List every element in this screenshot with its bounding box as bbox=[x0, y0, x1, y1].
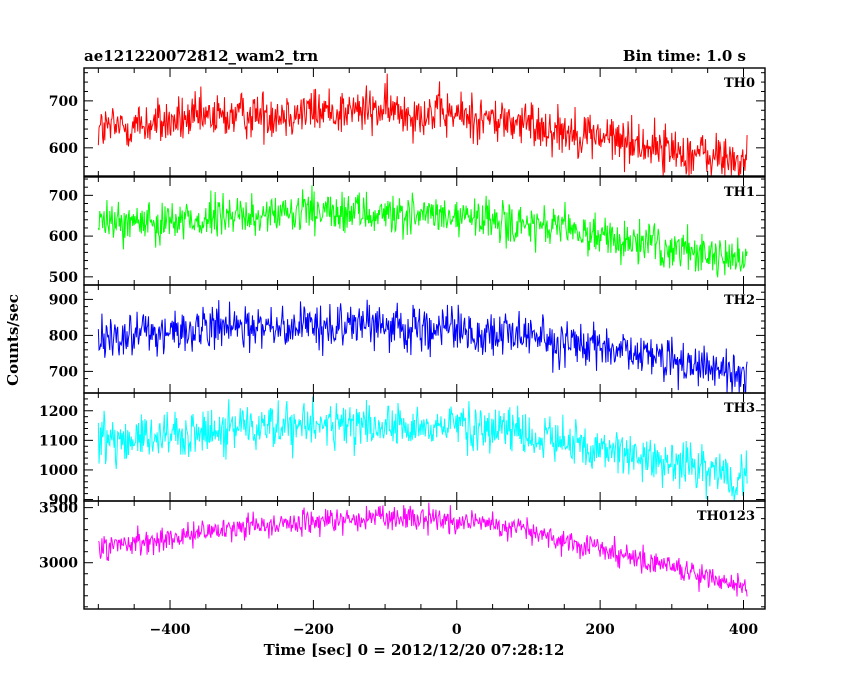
series-label-th2: TH2 bbox=[724, 293, 755, 308]
y-tick-label: 1100 bbox=[39, 433, 78, 449]
panel-frame bbox=[83, 500, 766, 610]
series-line-th2 bbox=[97, 299, 748, 394]
x-tick-label: 400 bbox=[729, 622, 758, 638]
y-tick-label: 1000 bbox=[39, 463, 78, 479]
x-tick-label: 0 bbox=[452, 622, 462, 638]
y-tick-label: 900 bbox=[49, 493, 78, 509]
series-label-th0: TH0 bbox=[724, 76, 755, 91]
y-tick-label: 700 bbox=[49, 364, 78, 380]
y-tick-label: 700 bbox=[49, 94, 78, 110]
series-line-th0123 bbox=[98, 502, 748, 597]
y-tick-label: 3500 bbox=[39, 501, 78, 517]
series-label-th1: TH1 bbox=[724, 185, 755, 200]
y-tick-label: 500 bbox=[49, 270, 78, 286]
series-line-th1 bbox=[97, 185, 748, 278]
panel-th0: 600 700 TH0 bbox=[49, 67, 766, 177]
series-line-th3 bbox=[97, 396, 748, 502]
y-tick-label: 600 bbox=[49, 229, 78, 245]
x-tick-label: −400 bbox=[150, 622, 191, 638]
series-label-th3: TH3 bbox=[724, 401, 755, 416]
x-tick-label: 200 bbox=[586, 622, 615, 638]
panel-th2: 700 800 900 TH2 bbox=[49, 284, 766, 394]
y-tick-label: 800 bbox=[49, 328, 78, 344]
y-tick-label: 700 bbox=[49, 188, 78, 204]
series-line-th0 bbox=[97, 73, 748, 177]
series-label-th0123: TH0123 bbox=[697, 509, 755, 524]
panel-frame bbox=[83, 284, 766, 394]
y-tick-label: 1200 bbox=[39, 404, 78, 420]
x-axis-label: Time [sec] 0 = 2012/12/20 07:28:12 bbox=[264, 641, 565, 659]
chart-title: ae121220072812_wam2_trn bbox=[84, 47, 318, 65]
panel-th3: 900 1000 1100 1200 TH3 bbox=[39, 392, 766, 509]
panel-frame bbox=[83, 176, 766, 286]
panel-th1: 500 600 700 TH1 bbox=[49, 176, 766, 286]
x-tick-label: −200 bbox=[293, 622, 334, 638]
y-axis-label: Counts/sec bbox=[4, 294, 22, 386]
y-tick-label: 900 bbox=[49, 292, 78, 308]
panel-th0123: 3000 3500 TH0123 bbox=[39, 500, 766, 610]
panels-group: 600 700 TH0 500 600 700 TH1 700 800 900 TH2 900 1000… bbox=[39, 67, 766, 638]
bin-time-label: Bin time: 1.0 s bbox=[623, 47, 746, 65]
y-tick-label: 600 bbox=[49, 141, 78, 157]
panel-frame bbox=[83, 67, 766, 177]
y-tick-label: 3000 bbox=[39, 556, 78, 572]
